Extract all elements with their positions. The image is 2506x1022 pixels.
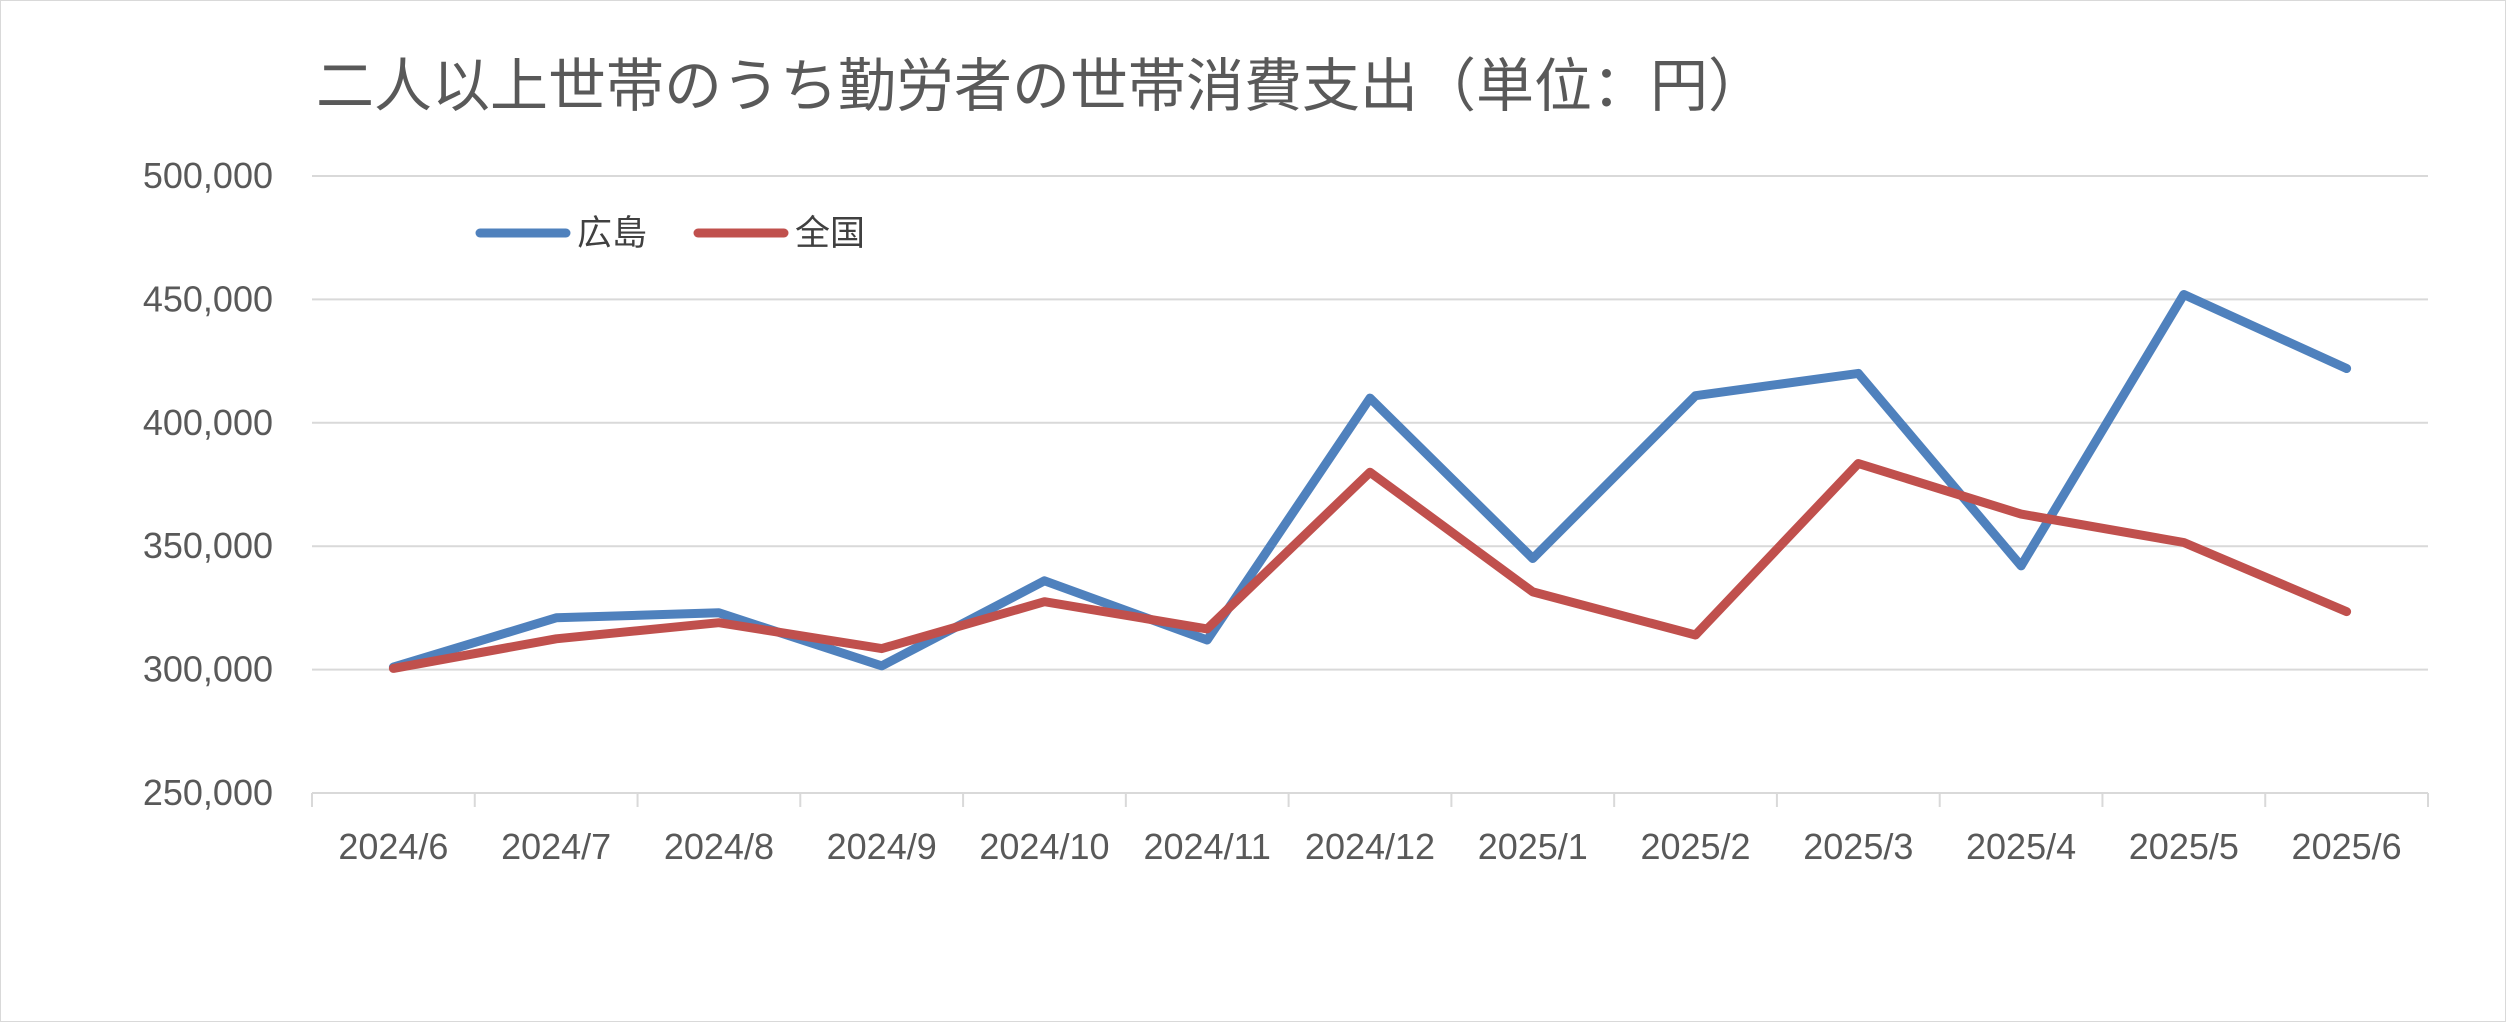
- data-point: [2342, 607, 2351, 616]
- series-line-1: [388, 290, 2352, 672]
- data-point: [2017, 510, 2026, 519]
- x-axis-labels: 2024/6 2024/7 2024/8 2024/9 2024/10 2024/11 20…: [338, 826, 2401, 867]
- data-point: [1854, 369, 1863, 378]
- chart-title: 二人以上世帯のうち勤労者の世帯消費支出（単位：円）: [316, 52, 1767, 120]
- x-axis: [311, 792, 2429, 807]
- x-tick-label: 2025/1: [1478, 826, 1588, 867]
- x-tick-label: 2024/9: [827, 826, 937, 867]
- y-tick-label: 250,000: [143, 772, 273, 813]
- data-point: [1366, 468, 1374, 477]
- x-tick-label: 2024/6: [338, 826, 448, 867]
- data-point: [877, 661, 886, 670]
- series-line-2: [388, 459, 2352, 673]
- y-axis-labels: 250,000 300,000 350,000 400,000 450,000 500,0…: [143, 155, 273, 813]
- data-point: [2017, 561, 2026, 570]
- data-point: [714, 618, 723, 627]
- legend: 広島 全国: [475, 214, 865, 254]
- data-point: [389, 664, 398, 673]
- x-tick-label: 2025/5: [2129, 826, 2239, 867]
- x-tick-label: 2024/8: [664, 826, 774, 867]
- y-tick-label: 300,000: [143, 649, 273, 690]
- data-point: [1203, 624, 1212, 633]
- data-point: [1040, 597, 1049, 606]
- gridlines: [312, 175, 2428, 671]
- data-point: [1040, 576, 1049, 585]
- y-tick-label: 500,000: [143, 155, 273, 196]
- data-point: [1203, 635, 1212, 644]
- y-tick-label: 350,000: [143, 525, 273, 566]
- x-tick-label: 2025/4: [1966, 826, 2076, 867]
- legend-label: 広島: [577, 214, 647, 254]
- data-point: [877, 644, 886, 653]
- data-point: [552, 634, 561, 643]
- data-point: [2179, 290, 2188, 299]
- x-tick-label: 2025/2: [1640, 826, 1750, 867]
- data-point: [1528, 587, 1537, 596]
- data-point: [1366, 394, 1374, 403]
- data-point: [1528, 554, 1537, 563]
- series-lines: [388, 290, 2352, 673]
- data-point: [552, 613, 561, 622]
- x-tick-label: 2024/7: [501, 826, 611, 867]
- x-tick-label: 2024/10: [979, 826, 1109, 867]
- legend-label: 全国: [795, 214, 865, 254]
- x-tick-label: 2025/3: [1803, 826, 1913, 867]
- data-point: [1691, 391, 1700, 400]
- data-point: [2342, 364, 2351, 373]
- data-point: [1854, 459, 1863, 468]
- data-point: [2179, 538, 2188, 547]
- y-tick-label: 400,000: [143, 402, 273, 443]
- x-tick-label: 2024/12: [1305, 826, 1435, 867]
- data-point: [714, 608, 723, 617]
- y-tick-label: 450,000: [143, 278, 273, 319]
- data-point: [1691, 631, 1700, 640]
- x-tick-label: 2025/6: [2292, 826, 2402, 867]
- x-tick-label: 2024/11: [1143, 826, 1270, 867]
